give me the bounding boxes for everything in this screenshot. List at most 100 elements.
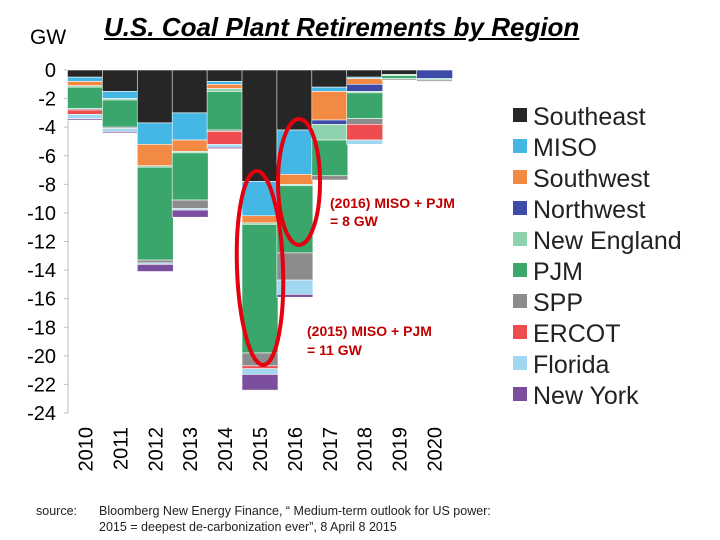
y-tick-label: -24 [27, 403, 56, 425]
bar-segment-2020-spp [416, 79, 453, 82]
bar-segment-2012-pjm [136, 166, 174, 261]
bar-segment-2014-southeast [206, 69, 244, 82]
legend-swatch-southeast [513, 108, 527, 122]
legend-swatch-miso [513, 139, 527, 153]
legend-swatch-florida [513, 356, 527, 370]
x-tick-label: 2014 [215, 427, 237, 472]
bar-segment-2010-new-york [67, 118, 104, 121]
y-tick-label: -20 [27, 346, 56, 368]
y-tick-label: -14 [27, 260, 56, 282]
bar-segment-2017-southwest [311, 91, 349, 121]
source-line-1: Bloomberg New Energy Finance, “ Medium-t… [99, 504, 491, 518]
y-tick-label: -8 [38, 174, 56, 196]
bar-segment-2013-pjm [171, 152, 209, 201]
bars [67, 69, 453, 391]
chart: 0 -2 -4 -6 -8 -10 -12 -14 -16 -18 -20 -22 -24 2010 201… [27, 60, 682, 472]
bar-segment-2011-pjm [102, 99, 139, 128]
bar-segment-2012-spp [136, 259, 174, 264]
bar-segment-2012-miso [136, 122, 174, 145]
y-tick-label: -10 [27, 203, 56, 225]
bar-segment-2018-florida [346, 139, 384, 145]
bar-segment-2013-miso [171, 112, 209, 141]
bar-segment-2018-pjm [346, 92, 384, 119]
bar-segment-2019-pjm [381, 75, 418, 79]
legend-label-southeast: Southeast [533, 103, 646, 131]
chart-title: U.S. Coal Plant Retirements by Region [104, 12, 580, 42]
bar-segment-2010-ercot [67, 109, 104, 115]
x-tick-label: 2019 [390, 427, 412, 472]
highlight-ellipse-2015 [234, 169, 286, 367]
x-tick-label: 2013 [180, 427, 202, 472]
bar-segment-2017-new-england [311, 124, 349, 141]
bar-segment-2012-southwest [136, 144, 174, 167]
legend-label-southwest: Southwest [533, 165, 650, 193]
y-unit-label: GW [30, 26, 67, 49]
y-tick-label: -22 [27, 374, 56, 396]
bar-segment-2020-northwest [416, 69, 453, 79]
x-tick-label: 2015 [250, 427, 272, 472]
bar-segment-2018-northwest [346, 83, 384, 92]
bar-segment-2018-southwest [346, 78, 384, 85]
bar-segment-2015-new-york [241, 374, 279, 391]
bar-segment-2014-ercot [206, 131, 244, 145]
bar-segment-2017-southeast [311, 69, 349, 88]
y-tick-label: -18 [27, 317, 56, 339]
bar-segment-2011-new-york [102, 131, 139, 134]
bar-segment-2014-southwest [206, 83, 244, 89]
bar-segment-2012-new-york [136, 264, 174, 272]
bar-segment-2013-new-york [171, 209, 209, 218]
bar-segment-2014-new-york [206, 146, 244, 149]
y-tick-label: 0 [45, 60, 56, 82]
legend-swatch-ercot [513, 325, 527, 339]
y-tick-label: -6 [38, 146, 56, 168]
bar-segment-2017-miso [311, 86, 349, 92]
x-tick-label: 2016 [285, 427, 307, 472]
bar-segment-2015-florida [241, 368, 279, 375]
y-tick-label: -16 [27, 289, 56, 311]
bar-segment-2013-spp [171, 199, 209, 209]
bar-segment-2014-pjm [206, 91, 244, 131]
source-label: source: [36, 504, 77, 518]
legend-label-miso: MISO [533, 134, 597, 162]
bar-segment-2010-pjm [67, 86, 104, 109]
bar-segment-2018-southeast [346, 69, 384, 78]
bar-segment-2015-pjm [241, 224, 279, 354]
bar-segment-2017-spp [311, 175, 349, 181]
bar-segment-2013-southeast [171, 69, 209, 114]
bar-segment-2011-florida [102, 128, 139, 132]
bar-segment-2014-new-england [206, 88, 244, 92]
bar-segment-2016-southwest [276, 174, 314, 185]
legend-label-pjm: PJM [533, 258, 583, 286]
y-tick-label: -12 [27, 232, 56, 254]
legend-swatch-northwest [513, 201, 527, 215]
legend-swatch-southwest [513, 170, 527, 184]
x-tick-label: 2010 [75, 427, 97, 472]
x-tick-label: 2011 [110, 427, 132, 470]
annotation-2016-line2: = 8 GW [330, 213, 379, 229]
bar-segment-2014-florida [206, 144, 244, 148]
legend-swatch-new-england [513, 232, 527, 246]
legend-swatch-pjm [513, 263, 527, 277]
bar-segment-2019-spp [381, 78, 418, 81]
x-tick-label: 2012 [145, 427, 167, 472]
bar-segment-2010-southeast [67, 69, 104, 78]
y-tick-label: -4 [38, 117, 56, 139]
source-line-2: 2015 = deepest de-carbonization ever”, 8… [99, 520, 397, 534]
annotations: (2016) MISO + PJM = 8 GW (2015) MISO + P… [307, 195, 455, 358]
x-tick-label: 2020 [425, 427, 447, 472]
legend-swatch-new-york [513, 387, 527, 401]
bar-segment-2015-southwest [241, 215, 279, 224]
axes: 0 -2 -4 -6 -8 -10 -12 -14 -16 -18 -20 -22 -24 2010 201… [27, 60, 446, 472]
bar-segment-2011-miso [102, 91, 139, 99]
bar-segment-2018-spp [346, 118, 384, 125]
legend-swatch-spp [513, 294, 527, 308]
bar-segment-2010-southwest [67, 81, 104, 87]
y-tick-label: -2 [38, 89, 56, 111]
legend-label-new-england: New England [533, 227, 682, 255]
bar-segment-2019-southeast [381, 69, 418, 75]
bar-segment-2011-southeast [102, 69, 139, 92]
x-tick-label: 2017 [320, 427, 342, 472]
bar-segment-2010-florida [67, 114, 104, 119]
bar-segment-2017-northwest [311, 119, 349, 125]
bar-segment-2014-miso [206, 81, 244, 85]
